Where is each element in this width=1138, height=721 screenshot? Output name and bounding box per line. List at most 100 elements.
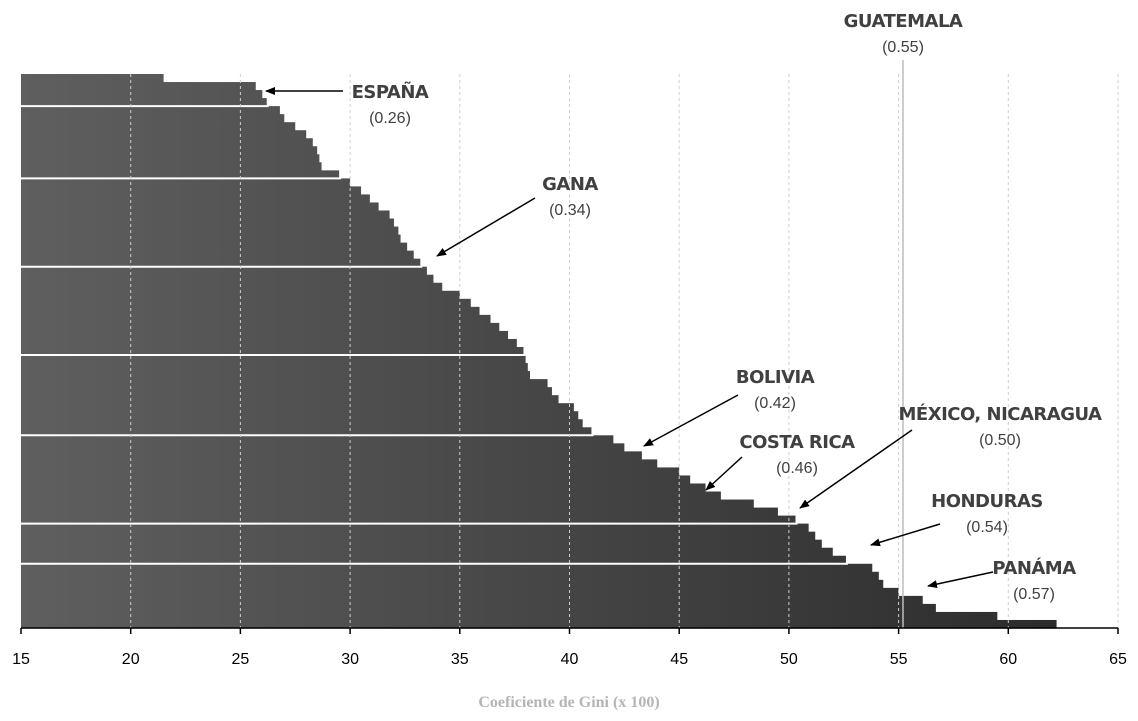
guatemala-value: (0.55) (882, 39, 924, 56)
gini-bar (21, 98, 267, 107)
x-tick-label: 45 (670, 651, 688, 668)
x-axis-title: Coeficiente de Gini (x 100) (478, 694, 660, 711)
gini-bar (21, 298, 471, 308)
gini-bar (21, 427, 592, 436)
gini-bar (21, 186, 362, 196)
honduras-arrow (870, 523, 941, 547)
mexico-nicaragua-label: MÉXICO, NICARAGUA (899, 403, 1103, 425)
espana-value: (0.26) (369, 110, 411, 127)
gana-arrow (436, 197, 536, 257)
gini-bar (21, 403, 574, 412)
gini-bar (21, 74, 164, 83)
gini-bar (21, 515, 796, 525)
gini-bar (21, 571, 879, 581)
costa-rica-value: (0.46) (776, 460, 818, 477)
gini-bar (21, 338, 517, 348)
gini-bar (21, 371, 531, 380)
gini-bar (21, 499, 754, 509)
gini-bar (21, 387, 552, 396)
gini-bar (21, 234, 401, 244)
gini-bar (21, 435, 614, 444)
gini-bar (21, 170, 340, 179)
gini-bar (21, 122, 296, 131)
gini-bar (21, 250, 414, 260)
panama-label: PANÁMA (992, 557, 1076, 579)
gini-bar (21, 363, 528, 372)
gini-bar (21, 475, 691, 485)
gini-bar (21, 619, 1057, 629)
panama-value: (0.57) (1013, 586, 1055, 603)
x-tick-label: 30 (341, 651, 359, 668)
gini-bar (21, 355, 526, 364)
annotation-honduras: HONDURAS (0.54) (870, 491, 1043, 547)
gini-bar (21, 346, 524, 356)
x-tick-label: 55 (890, 651, 908, 668)
gini-bar (21, 266, 427, 276)
bolivia-value: (0.42) (754, 395, 796, 412)
bars-group (21, 74, 1057, 629)
gini-bar (21, 395, 559, 404)
gini-bar (21, 523, 809, 533)
gini-bar (21, 226, 399, 236)
x-axis: 15 20 25 30 35 40 45 50 55 60 65 (12, 627, 1127, 668)
gini-bar (21, 194, 370, 204)
gini-bar (21, 154, 320, 163)
costa-rica-arrow (705, 456, 743, 491)
annotation-espana: ESPAÑA (0.26) (265, 80, 429, 127)
gini-bar (21, 306, 480, 316)
gini-bar (21, 451, 642, 460)
gini-bar (21, 162, 322, 171)
honduras-value: (0.54) (966, 519, 1008, 536)
gini-bar (21, 507, 778, 517)
gini-bar (21, 242, 408, 252)
gini-bar (21, 218, 394, 228)
gini-bar (21, 130, 307, 139)
gini-bar (21, 379, 548, 388)
gini-bar (21, 579, 884, 589)
annotation-panama: PANÁMA (0.57) (927, 557, 1077, 603)
annotation-gana: GANA (0.34) (436, 174, 599, 257)
x-tick-label: 25 (232, 651, 250, 668)
gini-bar (21, 146, 318, 155)
gana-value: (0.34) (549, 202, 591, 219)
gini-bar (21, 106, 280, 115)
gini-bar (21, 202, 379, 212)
gini-bar (21, 114, 285, 123)
gini-bar (21, 258, 421, 268)
gini-bar (21, 531, 816, 541)
gini-bar (21, 547, 833, 557)
gini-bar (21, 595, 923, 605)
gini-bar (21, 178, 351, 188)
gini-bar (21, 210, 390, 220)
gini-bar (21, 483, 706, 493)
gini-bar (21, 330, 509, 340)
gini-bar (21, 563, 873, 573)
honduras-label: HONDURAS (931, 491, 1043, 512)
annotation-guatemala: GUATEMALA (0.55) (844, 11, 964, 56)
gini-bar (21, 419, 583, 428)
gini-bar (21, 274, 434, 284)
gini-bar (21, 290, 460, 300)
gini-bar (21, 90, 263, 99)
grid-lines (130, 60, 1119, 628)
x-tick-label: 40 (561, 651, 579, 668)
gana-label: GANA (542, 174, 598, 195)
annotation-bolivia: BOLIVIA (0.42) (643, 367, 815, 447)
annotation-costa-rica: COSTA RICA (0.46) (705, 432, 856, 491)
x-tick-label: 20 (122, 651, 140, 668)
gini-bar (21, 411, 579, 420)
gini-bar (21, 539, 822, 549)
gini-bar (21, 603, 936, 613)
x-tick-label: 15 (12, 651, 30, 668)
bolivia-arrow (643, 394, 739, 447)
espana-label: ESPAÑA (352, 80, 429, 103)
annotation-mexico-nicaragua: MÉXICO, NICARAGUA (0.50) (799, 403, 1103, 509)
gini-bar (21, 82, 256, 91)
gini-bar (21, 459, 658, 469)
gini-bar (21, 611, 998, 621)
mexico-nicaragua-value: (0.50) (979, 432, 1021, 449)
x-tick-label: 65 (1109, 651, 1127, 668)
gini-bar (21, 491, 721, 501)
gini-bar (21, 314, 491, 324)
